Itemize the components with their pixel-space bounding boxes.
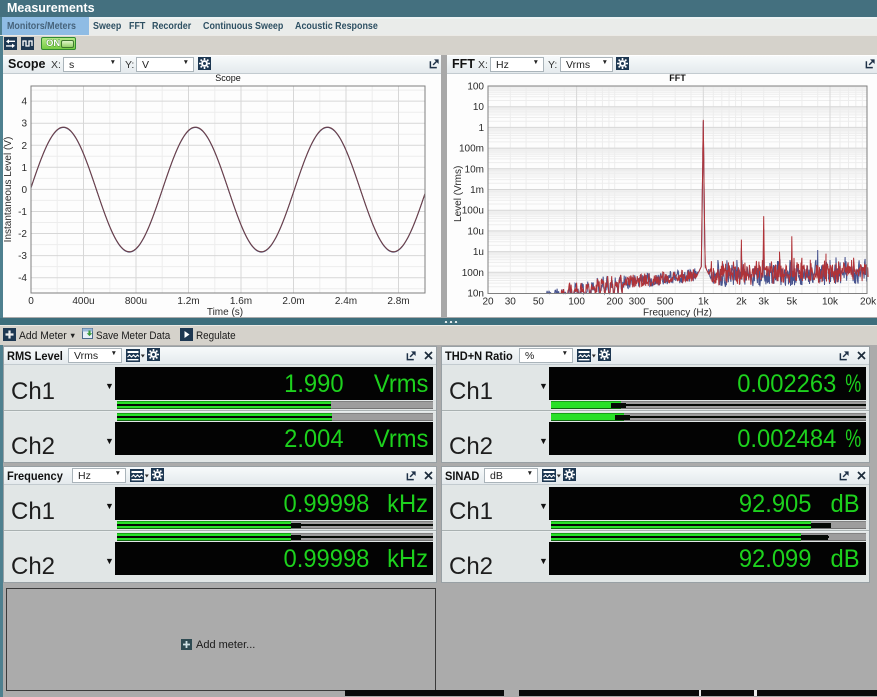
svg-text:400u: 400u bbox=[72, 296, 94, 307]
svg-text:800u: 800u bbox=[125, 296, 147, 307]
svg-text:-2: -2 bbox=[18, 229, 27, 240]
svg-text:2: 2 bbox=[21, 141, 27, 152]
svg-text:1.6m: 1.6m bbox=[230, 296, 252, 307]
svg-text:2.4m: 2.4m bbox=[335, 296, 357, 307]
svg-text:-3: -3 bbox=[18, 251, 27, 262]
svg-text:5k: 5k bbox=[787, 297, 799, 308]
svg-text:10n: 10n bbox=[467, 289, 484, 300]
svg-text:100u: 100u bbox=[462, 206, 484, 217]
svg-text:1k: 1k bbox=[698, 297, 710, 308]
svg-text:0: 0 bbox=[28, 296, 34, 307]
svg-text:3: 3 bbox=[21, 119, 27, 130]
svg-text:10: 10 bbox=[473, 102, 485, 113]
svg-text:10k: 10k bbox=[822, 297, 839, 308]
svg-text:100: 100 bbox=[568, 297, 585, 308]
svg-text:2.0m: 2.0m bbox=[282, 296, 304, 307]
svg-text:FFT: FFT bbox=[669, 74, 686, 83]
svg-text:300: 300 bbox=[629, 297, 646, 308]
svg-text:Scope: Scope bbox=[215, 74, 241, 83]
svg-text:Frequency (Hz): Frequency (Hz) bbox=[643, 308, 712, 318]
svg-text:2k: 2k bbox=[736, 297, 748, 308]
svg-text:10m: 10m bbox=[465, 164, 484, 175]
svg-text:-4: -4 bbox=[18, 273, 27, 284]
svg-text:100m: 100m bbox=[459, 144, 484, 155]
svg-text:1: 1 bbox=[21, 163, 27, 174]
svg-text:100: 100 bbox=[467, 82, 484, 93]
svg-text:50: 50 bbox=[533, 297, 545, 308]
svg-text:100n: 100n bbox=[462, 268, 484, 279]
svg-text:20k: 20k bbox=[860, 297, 877, 308]
svg-text:1: 1 bbox=[478, 123, 484, 134]
svg-text:0: 0 bbox=[21, 185, 27, 196]
svg-text:Level (Vrms): Level (Vrms) bbox=[453, 166, 464, 222]
svg-text:3k: 3k bbox=[758, 297, 770, 308]
svg-text:20: 20 bbox=[482, 297, 494, 308]
svg-text:Time (s): Time (s) bbox=[207, 307, 243, 317]
svg-text:2.8m: 2.8m bbox=[387, 296, 409, 307]
svg-text:1m: 1m bbox=[470, 185, 484, 196]
svg-text:200: 200 bbox=[606, 297, 623, 308]
svg-text:-1: -1 bbox=[18, 207, 27, 218]
svg-text:30: 30 bbox=[505, 297, 517, 308]
svg-text:4: 4 bbox=[21, 97, 27, 108]
svg-text:10u: 10u bbox=[467, 226, 484, 237]
svg-text:500: 500 bbox=[657, 297, 674, 308]
svg-text:1u: 1u bbox=[473, 247, 484, 258]
svg-text:Instantaneous Level (V): Instantaneous Level (V) bbox=[3, 137, 14, 243]
svg-text:1.2m: 1.2m bbox=[177, 296, 199, 307]
